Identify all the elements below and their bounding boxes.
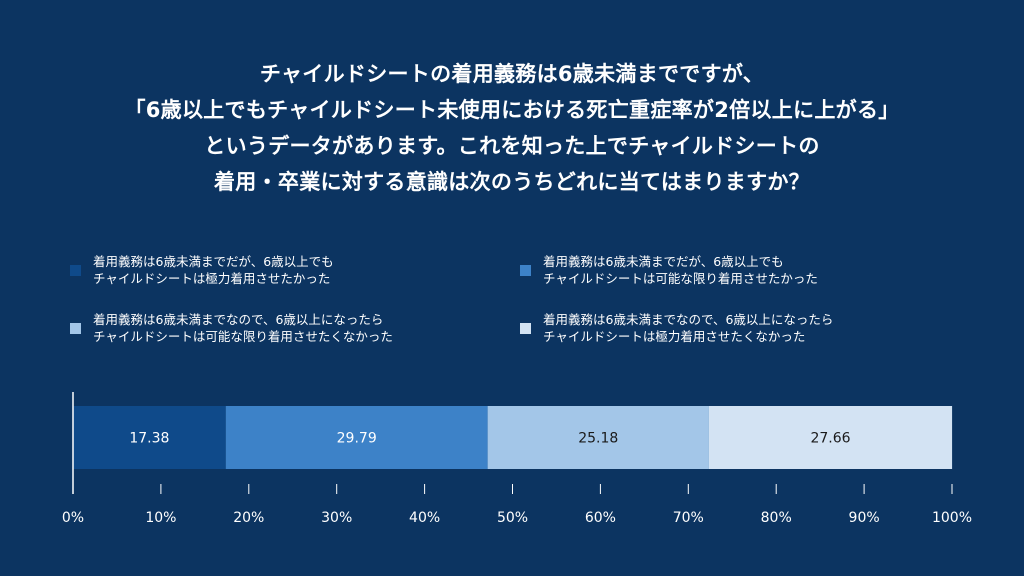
legend-label-3-line-2: チャイルドシートは可能な限り着用させたくなかった bbox=[93, 329, 393, 344]
x-tick-label-50: 50% bbox=[497, 510, 528, 526]
x-tick-label-70: 70% bbox=[673, 510, 704, 526]
title-line-2: 「6歳以上でもチャイルドシート未使用における死亡重症率が2倍以上に上がる」 bbox=[124, 98, 900, 122]
legend-label-2-line-2: チャイルドシートは可能な限り着用させたかった bbox=[543, 271, 818, 286]
bar-segment-1 bbox=[73, 406, 226, 469]
data-label-4: 27.66 bbox=[810, 431, 850, 447]
legend-item-4: 着用義務は6歳未満までなので、6歳以上になったら チャイルドシートは極力着用させ… bbox=[520, 311, 833, 345]
legend-swatch-2 bbox=[520, 264, 531, 276]
chart-svg: 17.38 29.79 25.18 27.66 0% 10% 20% 30% 40% 50% 60%… bbox=[62, 392, 972, 526]
x-tick-label-100: 100% bbox=[932, 510, 972, 526]
x-tick-label-40: 40% bbox=[409, 510, 440, 526]
bar-segment-4 bbox=[708, 406, 953, 469]
legend-label-2-line-1: 着用義務は6歳未満までだが、6歳以上でも bbox=[543, 254, 784, 269]
legend-label-1-line-1: 着用義務は6歳未満までだが、6歳以上でも bbox=[93, 254, 334, 269]
legend-label-3: 着用義務は6歳未満までなので、6歳以上になったら チャイルドシートは可能な限り着… bbox=[93, 311, 393, 345]
x-tick-label-60: 60% bbox=[585, 510, 616, 526]
legend-item-3: 着用義務は6歳未満までなので、6歳以上になったら チャイルドシートは可能な限り着… bbox=[70, 311, 393, 345]
title-line-1: チャイルドシートの着用義務は6歳未満までですが、 bbox=[259, 62, 765, 86]
x-tick-label-80: 80% bbox=[761, 510, 792, 526]
legend-label-4-line-2: チャイルドシートは極力着用させたくなかった bbox=[543, 329, 806, 344]
x-tick-label-0: 0% bbox=[62, 510, 84, 526]
chart-legend: 着用義務は6歳未満までだが、6歳以上でも チャイルドシートは極力着用させたかった… bbox=[70, 253, 960, 349]
legend-label-2: 着用義務は6歳未満までだが、6歳以上でも チャイルドシートは可能な限り着用させた… bbox=[543, 253, 818, 287]
legend-label-3-line-1: 着用義務は6歳未満までなので、6歳以上になったら bbox=[93, 312, 384, 327]
data-label-2: 29.79 bbox=[337, 431, 377, 447]
legend-swatch-3 bbox=[70, 322, 81, 334]
legend-item-1: 着用義務は6歳未満までだが、6歳以上でも チャイルドシートは極力着用させたかった bbox=[70, 253, 334, 287]
legend-swatch-1 bbox=[70, 264, 81, 276]
title-line-4: 着用・卒業に対する意識は次のうちどれに当てはまりますか？ bbox=[214, 170, 810, 194]
data-label-3: 25.18 bbox=[578, 431, 618, 447]
bar-segment-3 bbox=[487, 406, 709, 469]
x-tick-label-10: 10% bbox=[145, 510, 176, 526]
legend-label-1: 着用義務は6歳未満までだが、6歳以上でも チャイルドシートは極力着用させたかった bbox=[93, 253, 334, 287]
data-label-1: 17.38 bbox=[129, 431, 169, 447]
legend-label-4-line-1: 着用義務は6歳未満までなので、6歳以上になったら bbox=[543, 312, 834, 327]
x-tick-label-90: 90% bbox=[849, 510, 880, 526]
legend-swatch-4 bbox=[520, 322, 531, 334]
x-tick-label-20: 20% bbox=[233, 510, 264, 526]
legend-item-2: 着用義務は6歳未満までだが、6歳以上でも チャイルドシートは可能な限り着用させた… bbox=[520, 253, 818, 287]
title-line-3: というデータがあります。これを知った上でチャイルドシートの bbox=[204, 134, 820, 158]
x-tick-label-30: 30% bbox=[321, 510, 352, 526]
legend-label-1-line-2: チャイルドシートは極力着用させたかった bbox=[93, 271, 331, 286]
chart-title: チャイルドシートの着用義務は6歳未満までですが、 「6歳以上でもチャイルドシート… bbox=[0, 56, 1024, 200]
legend-label-4: 着用義務は6歳未満までなので、6歳以上になったら チャイルドシートは極力着用させ… bbox=[543, 311, 833, 345]
stacked-bar-chart: 17.38 29.79 25.18 27.66 0% 10% 20% 30% 40% 50% 60%… bbox=[0, 380, 1024, 540]
bar-segment-2 bbox=[225, 406, 488, 469]
